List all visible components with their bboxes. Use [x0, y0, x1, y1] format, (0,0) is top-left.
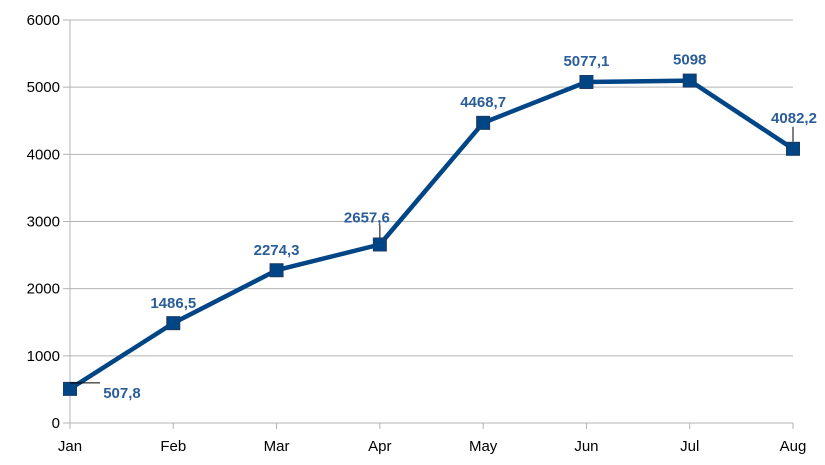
series-line	[67, 78, 796, 392]
data-point-marker	[63, 381, 77, 396]
x-axis-tick-labels: Jan Feb Mar Apr May Jun Jul Aug	[58, 438, 806, 455]
y-tick-label: 2000	[27, 281, 60, 298]
y-axis-tick-labels: 0 1000 2000 3000 4000 5000 6000	[27, 12, 60, 432]
x-tick-label: Mar	[264, 438, 290, 455]
data-label: 2657,6	[344, 209, 390, 226]
data-point-marker	[269, 263, 284, 278]
data-point-marker	[579, 74, 594, 89]
axes	[63, 19, 794, 429]
y-tick-label: 5000	[27, 79, 60, 96]
y-tick-label: 1000	[27, 348, 60, 365]
gridlines	[70, 19, 793, 424]
data-label: 507,8	[103, 385, 141, 402]
y-tick-label: 3000	[27, 214, 60, 231]
x-tick-label: Apr	[368, 438, 391, 455]
data-label: 1486,5	[150, 295, 196, 312]
data-point-marker	[682, 73, 697, 88]
data-series	[63, 73, 800, 396]
x-tick-label: Jun	[574, 438, 598, 455]
data-point-marker	[166, 316, 181, 331]
y-tick-label: 4000	[27, 146, 60, 163]
x-tick-label: May	[469, 438, 498, 455]
data-point-marker	[372, 237, 387, 252]
x-tick-label: Jan	[58, 438, 82, 455]
data-point-marker	[786, 141, 800, 156]
y-tick-label: 0	[52, 415, 60, 432]
x-tick-label: Jul	[680, 438, 699, 455]
data-point-marker	[476, 115, 491, 130]
y-tick-label: 6000	[27, 12, 60, 29]
x-tick-label: Aug	[780, 438, 807, 455]
data-label: 4468,7	[460, 94, 506, 111]
data-label: 5098	[673, 52, 706, 69]
data-labels: 507,8 1486,5 2274,3 2657,6 4468,7 5077,1 5098 4…	[70, 52, 817, 402]
data-label: 4082,2	[771, 110, 817, 127]
x-tick-label: Feb	[160, 438, 186, 455]
data-label: 5077,1	[563, 53, 609, 70]
data-label: 2274,3	[254, 242, 300, 259]
